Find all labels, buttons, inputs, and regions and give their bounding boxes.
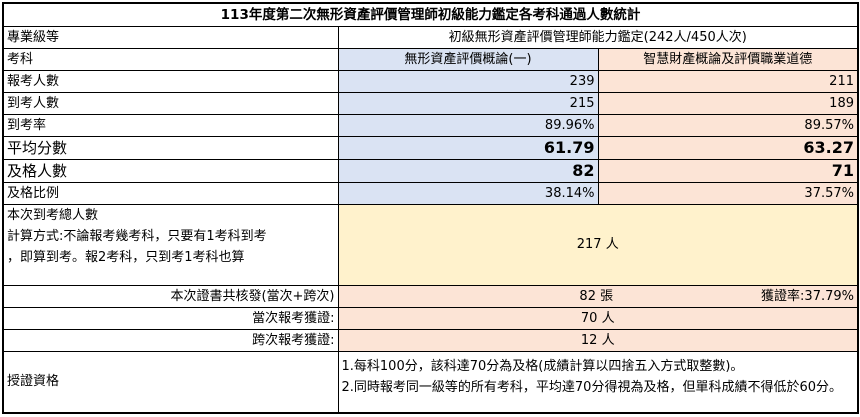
table-row: 平均分數 61.79 63.27 — [2, 136, 859, 160]
qualification-label: 授證資格 — [2, 351, 339, 414]
total-attend-value: 217 人 — [337, 204, 859, 286]
certs-value: 82 張 — [579, 288, 614, 304]
total-attend-label: 本次到考總人數 計算方式:不論報考幾考科，只要有1考科到考 ，即算到考。報2考科… — [2, 204, 339, 286]
level-label: 專業級等 — [2, 26, 339, 49]
subject-2-value: 63.27 — [597, 136, 859, 160]
total-attend-note-2: ，即算到考。報2考科，只到考1考科也算 — [7, 250, 245, 265]
table-row: 報考人數 239 211 — [2, 70, 859, 93]
qualification-text: 1.每科100分，該科達70分為及格(成績計算以四捨五入方式取整數)。 2.同時… — [337, 351, 859, 414]
row-label: 到考率 — [2, 114, 339, 137]
subject-2-value: 189 — [597, 92, 859, 115]
certs-label: 本次證書共核發(當次+跨次) — [2, 285, 339, 308]
level-value: 初級無形資產評價管理師能力鑑定(242人/450人次) — [337, 26, 859, 49]
qualification-row: 授證資格 1.每科100分，該科達70分為及格(成績計算以四捨五入方式取整數)。… — [2, 351, 859, 414]
subject-1-header: 無形資產評價概論(一) — [337, 48, 599, 71]
current-value: 70 人 — [337, 307, 859, 330]
table-title: 113年度第二次無形資產評價管理師初級能力鑑定各考科通過人數統計 — [2, 2, 859, 27]
table-row: 到考率 89.96% 89.57% — [2, 114, 859, 137]
subject-2-header: 智慧財產概論及評價職業道德 — [597, 48, 859, 71]
subject-2-value: 37.57% — [597, 182, 859, 205]
certs-row: 本次證書共核發(當次+跨次) 82 張 獲證率:37.79% — [2, 285, 859, 308]
subject-label: 考科 — [2, 48, 339, 71]
row-label: 及格比例 — [2, 182, 339, 205]
subject-1-value: 215 — [337, 92, 599, 115]
table-row: 到考人數 215 189 — [2, 92, 859, 115]
qualification-rule-2: 2.同時報考同一級等的所有考科，平均達70分得視為及格，但單科成績不得低於60分… — [341, 380, 843, 395]
subject-2-value: 71 — [597, 159, 859, 183]
current-row: 當次報考獲證: 70 人 — [2, 307, 859, 330]
subject-1-value: 89.96% — [337, 114, 599, 137]
total-attend-note-1: 計算方式:不論報考幾考科，只要有1考科到考 — [7, 229, 267, 244]
subject-2-value: 211 — [597, 70, 859, 93]
table-row: 及格比例 38.14% 37.57% — [2, 182, 859, 205]
row-label: 到考人數 — [2, 92, 339, 115]
cross-value: 12 人 — [337, 329, 859, 352]
row-label: 及格人數 — [2, 159, 339, 183]
table-row: 及格人數 82 71 — [2, 159, 859, 183]
subject-1-value: 61.79 — [337, 136, 599, 160]
qualification-rule-1: 1.每科100分，該科達70分為及格(成績計算以四捨五入方式取整數)。 — [341, 359, 744, 374]
certs-rate: 獲證率:37.79% — [761, 288, 854, 304]
row-label: 報考人數 — [2, 70, 339, 93]
subject-1-value: 239 — [337, 70, 599, 93]
certs-cell: 82 張 獲證率:37.79% — [337, 285, 859, 308]
cross-label: 跨次報考獲證: — [2, 329, 339, 352]
total-attend-row: 本次到考總人數 計算方式:不論報考幾考科，只要有1考科到考 ，即算到考。報2考科… — [2, 204, 859, 286]
cross-row: 跨次報考獲證: 12 人 — [2, 329, 859, 352]
current-label: 當次報考獲證: — [2, 307, 339, 330]
subject-1-value: 38.14% — [337, 182, 599, 205]
row-label: 平均分數 — [2, 136, 339, 160]
subject-2-value: 89.57% — [597, 114, 859, 137]
total-attend-title: 本次到考總人數 — [7, 208, 99, 223]
subject-1-value: 82 — [337, 159, 599, 183]
